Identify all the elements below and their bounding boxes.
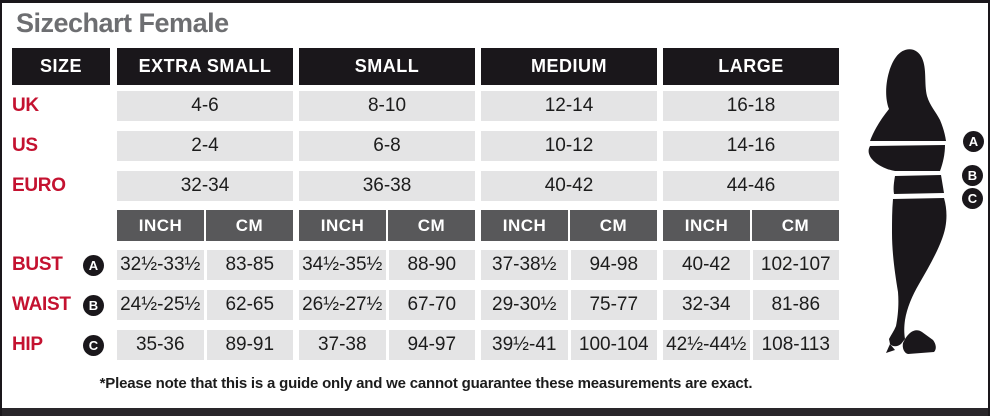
bust-m-cm: 94-98 [570, 250, 657, 280]
euro-medium: 40-42 [481, 171, 657, 201]
us-small: 6-8 [299, 131, 475, 161]
waist-m-inch: 29-30½ [481, 290, 568, 320]
row-header-hip: HIP C [12, 330, 110, 360]
euro-small: 36-38 [299, 171, 475, 201]
hip-s-inch: 37-38 [299, 330, 386, 360]
female-silhouette-icon [868, 49, 947, 354]
column-header-extra-small: EXTRA SMALL [117, 48, 293, 85]
euro-extra-small: 32-34 [117, 171, 293, 201]
hip-l-cm: 108-113 [752, 330, 839, 360]
waist-extra-small: 24½-25½ 62-65 [117, 290, 293, 320]
unit-header-inch: INCH [117, 210, 204, 241]
unit-group-medium: INCH CM [481, 210, 657, 241]
hip-l-inch: 42½-44½ [663, 330, 750, 360]
unit-group-large: INCH CM [663, 210, 839, 241]
column-header-medium: MEDIUM [481, 48, 657, 85]
size-header-cell: SIZE [12, 48, 110, 85]
unit-header-row: INCH CM INCH CM INCH CM INCH CM [12, 210, 840, 241]
bust-l-cm: 102-107 [752, 250, 839, 280]
figure-marker-b: B [962, 165, 983, 186]
column-header-large: LARGE [663, 48, 839, 85]
unit-header-cm: CM [388, 210, 475, 241]
figure-marker-c: C [962, 188, 983, 209]
unit-header-cm: CM [752, 210, 839, 241]
waist-large: 32-34 81-86 [663, 290, 839, 320]
bust-small: 34½-35½ 88-90 [299, 250, 475, 280]
bust-large: 40-42 102-107 [663, 250, 839, 280]
table-row-euro: EURO 32-34 36-38 40-42 44-46 [12, 171, 840, 201]
hip-xs-inch: 35-36 [117, 330, 204, 360]
figure-marker-a: A [963, 131, 984, 152]
bust-xs-inch: 32½-33½ [117, 250, 204, 280]
waist-small: 26½-27½ 67-70 [299, 290, 475, 320]
marker-c-badge: C [83, 334, 104, 356]
row-label-waist: WAIST [12, 294, 71, 315]
waist-s-cm: 67-70 [388, 290, 475, 320]
bust-m-inch: 37-38½ [481, 250, 568, 280]
uk-small: 8-10 [299, 91, 475, 121]
uk-large: 16-18 [663, 91, 839, 121]
bust-s-cm: 88-90 [388, 250, 475, 280]
unit-header-inch: INCH [663, 210, 750, 241]
hip-xs-cm: 89-91 [206, 330, 293, 360]
column-header-small: SMALL [299, 48, 475, 85]
us-extra-small: 2-4 [117, 131, 293, 161]
hip-large: 42½-44½ 108-113 [663, 330, 839, 360]
us-large: 14-16 [663, 131, 839, 161]
sizechart-table: SIZE EXTRA SMALL SMALL MEDIUM LARGE UK 4… [12, 48, 840, 370]
bust-xs-cm: 83-85 [206, 250, 293, 280]
waist-l-cm: 81-86 [752, 290, 839, 320]
waist-s-inch: 26½-27½ [299, 290, 386, 320]
hip-small: 37-38 94-97 [299, 330, 475, 360]
unit-header-inch: INCH [299, 210, 386, 241]
bottom-divider [2, 408, 988, 416]
unit-header-cm: CM [570, 210, 657, 241]
waist-xs-inch: 24½-25½ [117, 290, 204, 320]
uk-extra-small: 4-6 [117, 91, 293, 121]
row-label-us: US [12, 135, 38, 156]
waist-medium: 29-30½ 75-77 [481, 290, 657, 320]
uk-medium: 12-14 [481, 91, 657, 121]
bust-extra-small: 32½-33½ 83-85 [117, 250, 293, 280]
marker-b-badge: B [83, 294, 104, 316]
marker-a-badge: A [83, 254, 104, 276]
unit-group-small: INCH CM [299, 210, 475, 241]
us-medium: 10-12 [481, 131, 657, 161]
table-row-bust: BUST A 32½-33½ 83-85 34½-35½ 88-90 37-38… [12, 250, 840, 280]
row-label-uk: UK [12, 95, 39, 116]
unit-header-cm: CM [206, 210, 293, 241]
header-row: SIZE EXTRA SMALL SMALL MEDIUM LARGE [12, 48, 840, 85]
waist-m-cm: 75-77 [570, 290, 657, 320]
waist-l-inch: 32-34 [663, 290, 750, 320]
waist-xs-cm: 62-65 [206, 290, 293, 320]
hip-medium: 39½-41 100-104 [481, 330, 657, 360]
hip-m-inch: 39½-41 [481, 330, 568, 360]
bust-l-inch: 40-42 [663, 250, 750, 280]
row-label-euro: EURO [12, 175, 66, 196]
unit-group-extra-small: INCH CM [117, 210, 293, 241]
hip-m-cm: 100-104 [570, 330, 657, 360]
table-row-waist: WAIST B 24½-25½ 62-65 26½-27½ 67-70 29-3… [12, 290, 840, 320]
bust-medium: 37-38½ 94-98 [481, 250, 657, 280]
disclaimer-note: *Please note that this is a guide only a… [99, 375, 753, 392]
table-row-uk: UK 4-6 8-10 12-14 16-18 [12, 91, 840, 121]
hip-extra-small: 35-36 89-91 [117, 330, 293, 360]
hip-s-cm: 94-97 [388, 330, 475, 360]
row-label-hip: HIP [12, 334, 43, 355]
table-row-us: US 2-4 6-8 10-12 14-16 [12, 131, 840, 161]
table-row-hip: HIP C 35-36 89-91 37-38 94-97 39½-41 100… [12, 330, 840, 360]
euro-large: 44-46 [663, 171, 839, 201]
page-title: Sizechart Female [16, 8, 229, 38]
unit-header-spacer [12, 210, 110, 241]
bust-s-inch: 34½-35½ [299, 250, 386, 280]
row-header-bust: BUST A [12, 250, 110, 280]
row-header-waist: WAIST B [12, 290, 110, 320]
unit-header-inch: INCH [481, 210, 568, 241]
row-label-bust: BUST [12, 254, 63, 275]
